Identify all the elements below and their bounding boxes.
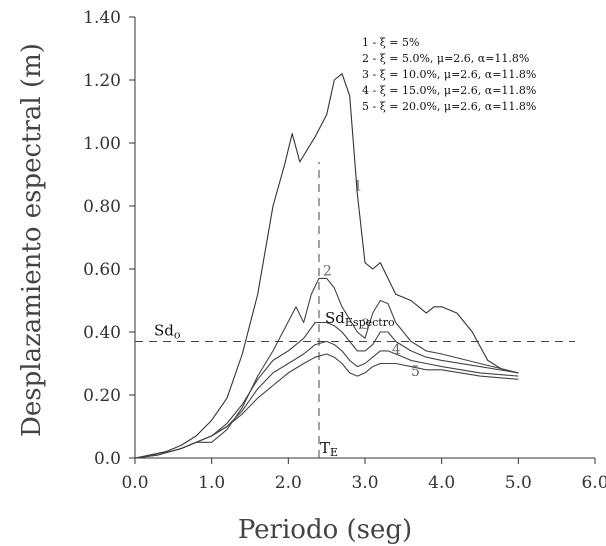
y-tick-label: 1.20 [83, 71, 121, 91]
curve-label-5: 5 [411, 364, 420, 380]
sd-espectro-annotation: SdEspectro [325, 309, 395, 329]
chart-legend: 1 - ξ = 5% 2 - ξ = 5.0%, μ=2.6, α=11.8% 3 … [362, 36, 536, 113]
curve-label-3: 3 [361, 317, 370, 333]
y-tick-label: 1.40 [83, 8, 121, 28]
sd0-annotation: Sdo [154, 321, 181, 341]
y-tick-label: 0.20 [83, 386, 121, 406]
curve-3 [134, 321, 519, 459]
te-annotation-main: T [320, 439, 330, 457]
curve-2 [134, 277, 519, 459]
y-tick-label: 0.80 [83, 197, 121, 217]
legend-entry-3: 3 - ξ = 10.0%, μ=2.6, α=11.8% [362, 68, 536, 81]
x-tick-label: 5.0 [505, 473, 532, 493]
x-tick-label: 2.0 [275, 473, 302, 493]
y-tick-label: 0.60 [83, 260, 121, 280]
curve-1 [134, 73, 519, 459]
sd-espectro-annotation-main: Sd [325, 309, 345, 327]
te-annotation: TE [320, 439, 338, 459]
x-tick-label: 0.0 [121, 473, 148, 493]
y-tick-label: 0.0 [94, 449, 121, 469]
y-tick-label: 1.00 [83, 134, 121, 154]
y-tick-label: 0.40 [83, 323, 121, 343]
x-axis-label: Periodo (seg) [238, 515, 412, 545]
legend-entry-1: 1 - ξ = 5% [362, 36, 419, 49]
curve-5 [134, 353, 519, 459]
curve-label-1: 1 [354, 178, 363, 194]
reference-lines [135, 162, 575, 458]
sd0-annotation-sub: o [174, 328, 181, 341]
y-axis-label: Desplazamiento espectral (m) [17, 43, 47, 437]
curve-label-4: 4 [392, 342, 401, 358]
chart-ticks: 0.0 1.0 2.0 3.0 4.0 5.0 6.0 0.0 0.20 0.40 0.60 0.80… [83, 8, 606, 493]
legend-entry-4: 4 - ξ = 15.0%, μ=2.6, α=11.8% [362, 84, 536, 97]
x-tick-label: 3.0 [351, 473, 378, 493]
curve-label-2: 2 [323, 263, 332, 279]
legend-entry-2: 2 - ξ = 5.0%, μ=2.6, α=11.8% [362, 52, 529, 65]
sd-espectro-annotation-sub: Espectro [345, 316, 395, 329]
te-annotation-sub: E [330, 446, 338, 459]
chart-curves [134, 73, 519, 459]
legend-entry-5: 5 - ξ = 20.0%, μ=2.6, α=11.8% [362, 100, 536, 113]
x-tick-label: 6.0 [581, 473, 606, 493]
x-tick-label: 4.0 [428, 473, 455, 493]
x-tick-label: 1.0 [198, 473, 225, 493]
sd0-annotation-main: Sd [154, 321, 174, 339]
